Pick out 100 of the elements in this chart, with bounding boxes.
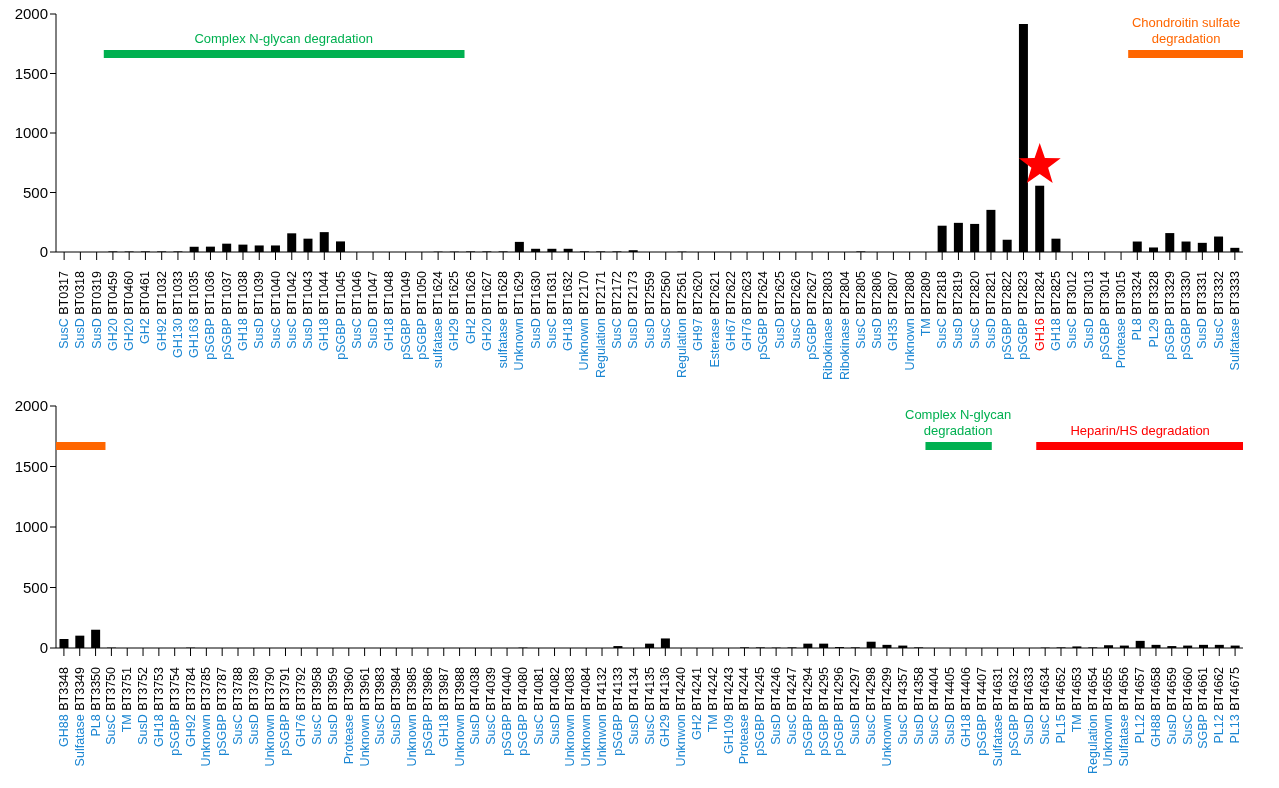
x-tick-label: SusC BT4660 [1180,666,1195,745]
x-tick-label: SusD BT4633 [1022,666,1037,745]
x-tick-label: GH18 BT1632 [561,270,576,351]
x-tick-label: SusD BT4134 [626,666,641,745]
x-tick-label: pSGBP BT3014 [1097,270,1112,360]
x-tick-label: SusC BT4039 [484,666,499,745]
x-tick-label: SusD BT1039 [252,270,267,349]
x-tick-label: Protease BT3960 [341,666,356,765]
x-tick-label: Sulfatase BT4656 [1117,666,1132,767]
x-tick-label: SusC BT2805 [853,270,868,349]
x-tick-label: SusD BT0318 [73,270,88,349]
x-tick-label: SusD BT4246 [769,666,784,745]
x-tick-label: SusC BT1046 [349,270,364,349]
x-tick-label: GH2 BT1626 [463,270,478,344]
x-tick-label: SusD BT3331 [1195,270,1210,349]
x-tick-label: SusC BT4634 [1038,666,1053,745]
x-tick-label: SusD BT0319 [89,270,104,349]
x-tick-label: SusC BT3332 [1211,270,1226,349]
x-tick-label: pSGBP BT4245 [753,666,768,756]
x-tick-label: sulfatase BT1624 [431,270,446,369]
x-tick-label: pSGBP BT3787 [215,666,230,756]
x-tick-label: SusD BT2819 [951,270,966,349]
x-tick-label: SusC BT2818 [935,270,950,349]
x-tick-label: GH163 BT1035 [187,270,202,358]
x-tick-label: GH2 BT4241 [689,666,704,740]
x-tick-label: GH18 BT1044 [317,270,332,351]
x-tick-label: pSGBP BT4407 [974,666,989,756]
x-tick-label: Protease BT4244 [737,666,752,765]
x-tick-label: PL15 BT4652 [1053,666,1068,744]
x-tick-label: SusC BT2560 [658,270,673,349]
x-tick-label: SusC BT4247 [784,666,799,745]
x-tick-label: pSGBP BT4040 [500,666,515,756]
x-tick-label: SusC BT1040 [268,270,283,349]
x-tick-label: GH76 BT2623 [740,270,755,351]
x-tick-label: Regulation BT2561 [675,270,690,379]
x-tick-label: PL13 BT4675 [1228,666,1243,744]
x-tick-label: SusD BT2821 [983,270,998,349]
x-tick-label: pSGBP BT4296 [832,666,847,756]
x-tick-label: GH29 BT1625 [447,270,462,351]
x-tick-label: pSGBP BT2627 [805,270,820,360]
x-tick-label: SusD BT2806 [870,270,885,349]
x-tick-label: GH76 BT3792 [294,666,309,747]
x-tick-label: Unknown BT2170 [577,270,592,371]
x-tick-label: SusD BT3789 [246,666,261,745]
y-tick-label: 1000 [14,518,48,536]
x-tick-label: pSGBP BT4133 [610,666,625,756]
x-tick-label: SusC BT1042 [284,270,299,349]
y-tick-label: 2000 [14,397,48,415]
x-tick-label: SusD BT4405 [943,666,958,745]
y-tick-label: 2000 [14,5,48,23]
x-tick-label: SusC BT2172 [609,270,624,349]
x-tick-label: Regulation BT2171 [593,270,608,379]
x-tick-label: Unknown BT4083 [563,666,578,767]
x-tick-label: SusC BT4298 [864,666,879,745]
x-tick-label: SusC BT4135 [642,666,657,745]
x-tick-label: pSGBP BT3986 [420,666,435,756]
x-tick-label: SusC BT4357 [895,666,910,745]
x-tick-label: GH18 BT3753 [151,666,166,747]
x-tick-label: GH20 BT1627 [479,270,494,351]
x-tick-label: PL8 BT3350 [88,666,103,737]
y-tick-label: 1500 [14,64,48,82]
x-tick-label: pSGBP BT2822 [1000,270,1015,360]
x-tick-label: GH97 BT2620 [691,270,706,351]
annotation: Complex N-glycan degradation [904,407,1013,439]
x-tick-label: SusD BT1043 [301,270,316,349]
x-tick-label: SusD BT2559 [642,270,657,349]
x-tick-label: Sulfatase BT3349 [72,666,87,767]
y-tick-label: 0 [39,243,48,261]
x-tick-label: SusD BT2625 [772,270,787,349]
x-tick-label: SusD BT4082 [547,666,562,745]
x-tick-label: pSGBP BT4295 [816,666,831,756]
x-tick-label: Protease BT3015 [1114,270,1129,369]
x-tick-label: SusD BT4297 [848,666,863,745]
x-tick-label: pSGBP BT1037 [219,270,234,360]
y-tick-label: 0 [39,639,48,657]
x-tick-label: GH92 BT3784 [183,666,198,747]
x-tick-label: SusD BT4038 [468,666,483,745]
x-tick-label: SusD BT1047 [366,270,381,349]
x-tick-label: pSGBP BT1049 [398,270,413,360]
x-tick-label: Ribokinase BT2803 [821,270,836,381]
x-tick-label: GH20 BT0459 [105,270,120,351]
x-tick-label: pSGBP BT2823 [1016,270,1031,360]
x-tick-label: SusC BT3750 [104,666,119,745]
x-tick-label: GH29 BT4136 [658,666,673,747]
x-tick-label: SusC BT2626 [788,270,803,349]
x-tick-label: GH20 BT0460 [122,270,137,351]
x-tick-label: GH67 BT2622 [723,270,738,351]
x-tick-label: Unknown BT1629 [512,270,527,371]
x-tick-label: TM BT3751 [120,666,135,733]
x-tick-label: Esterase BT2621 [707,270,722,368]
x-tick-label: SusD BT3984 [389,666,404,745]
x-tick-label: PL12 BT4657 [1133,666,1148,744]
x-tick-label: GH18 BT1038 [235,270,250,351]
x-tick-label: SusD BT2173 [626,270,641,349]
x-tick-label: pSGBP BT2624 [756,270,771,360]
x-tick-label: TM BT2809 [918,270,933,337]
x-tick-label: GH88 BT4658 [1148,666,1163,747]
x-tick-label: GH18 BT3987 [436,666,451,747]
x-tick-label: SusC BT3958 [310,666,325,745]
y-tick-label: 1000 [14,124,48,142]
